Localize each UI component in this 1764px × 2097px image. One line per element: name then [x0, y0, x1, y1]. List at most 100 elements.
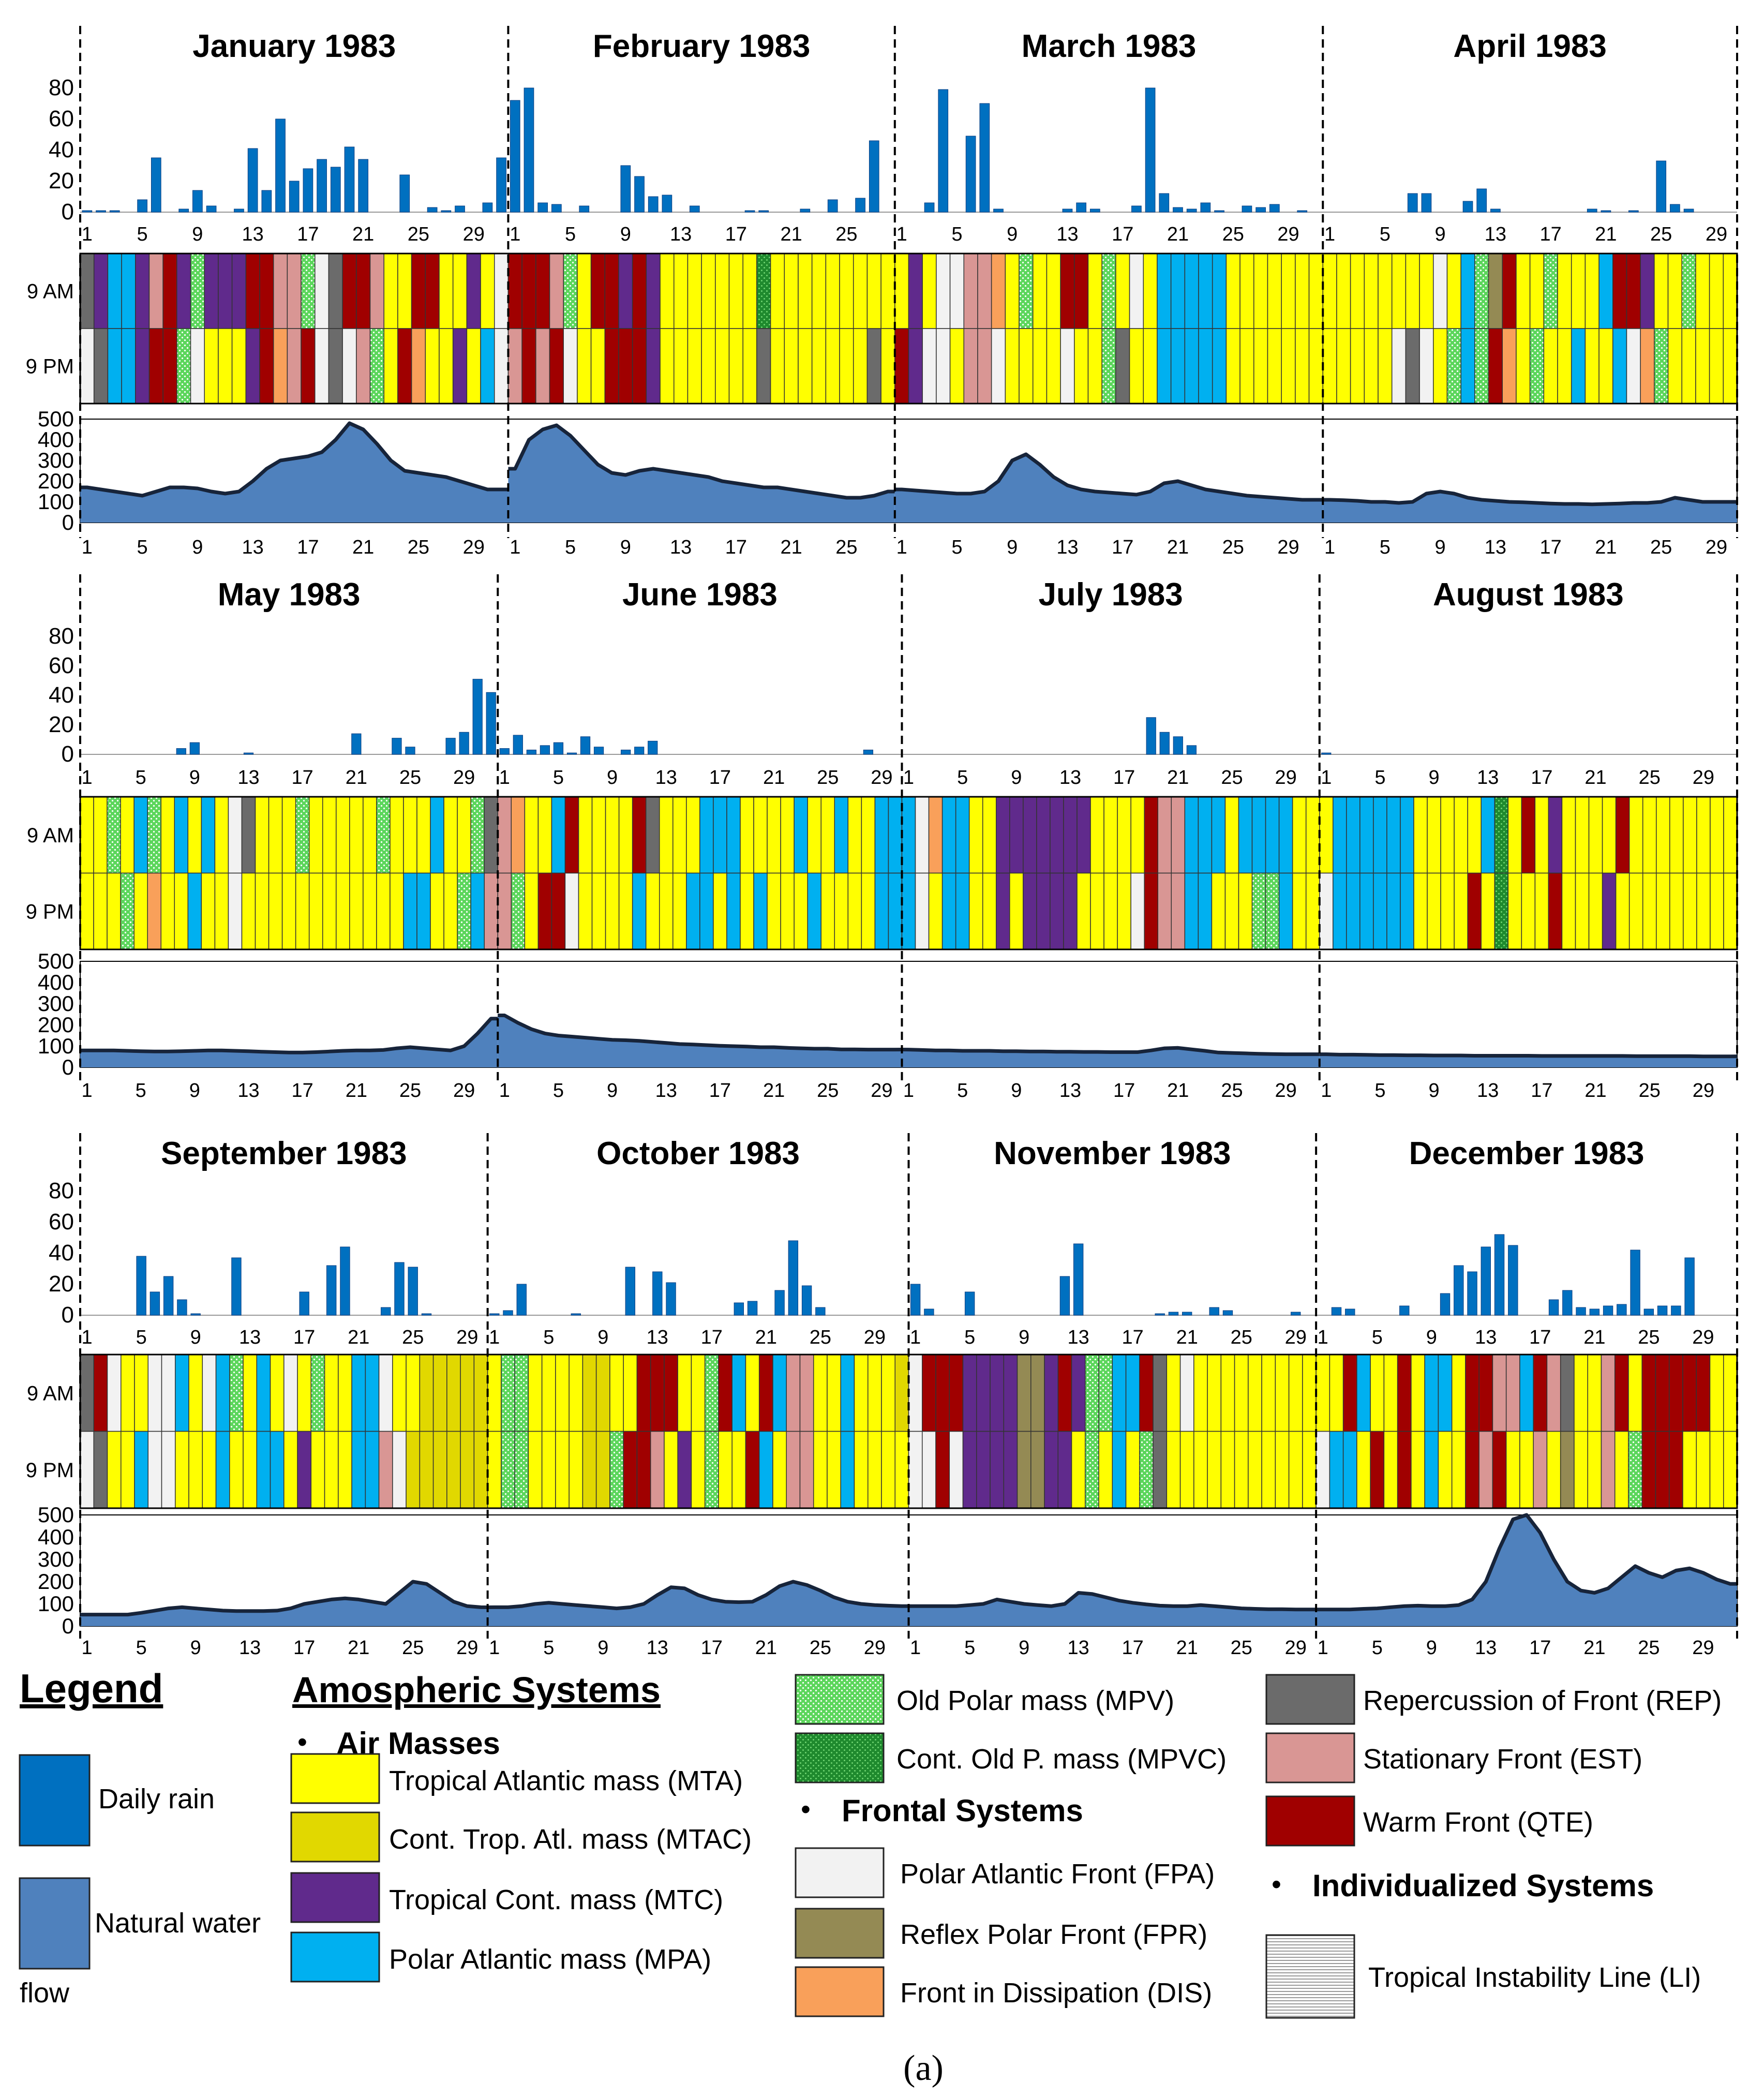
system-cell-pm [1308, 328, 1324, 404]
system-cell-pm [753, 872, 768, 950]
system-cell-am [356, 253, 371, 329]
system-cell-am [699, 796, 714, 874]
system-cell-pm [1601, 1431, 1616, 1509]
rain-bar [516, 1284, 527, 1316]
day-tick-label: 1 [489, 1637, 500, 1659]
day-tick-label: 5 [565, 224, 576, 245]
system-cell-pm [162, 328, 177, 404]
system-cell-pm [93, 328, 109, 404]
rain-bar [869, 140, 879, 213]
system-cell-pm [659, 872, 674, 950]
system-cell-am [949, 1354, 964, 1432]
system-cell-pm [713, 872, 727, 950]
rain-bar [482, 202, 493, 213]
rain-bar [1186, 745, 1197, 755]
system-cell-pm [1157, 872, 1172, 950]
daily-rain-label: Daily rain [98, 1783, 215, 1815]
system-cell-am [1626, 253, 1641, 329]
day-tick-label: 29 [1693, 767, 1714, 789]
rain-axis-tick: 80 [49, 1178, 74, 1203]
system-cell-pm [1628, 872, 1643, 950]
system-cell-pm [990, 1431, 1005, 1509]
atmospheric-systems-title: Amospheric Systems [292, 1670, 661, 1710]
system-cell-pm [1125, 1431, 1140, 1509]
system-cell-am [1129, 253, 1144, 329]
day-tick-label: 5 [1372, 1637, 1383, 1659]
system-cell-am [273, 253, 288, 329]
system-cell-am [1359, 796, 1374, 874]
system-cell-am [1669, 796, 1684, 874]
system-cell-am [767, 796, 781, 874]
rain-bar [1321, 752, 1332, 755]
system-cell-pm [1626, 328, 1641, 404]
system-cell-am [411, 253, 426, 329]
system-cell-pm [908, 328, 923, 404]
system-cell-am [1640, 253, 1655, 329]
system-cell-am [1454, 796, 1468, 874]
day-tick-label: 13 [1475, 1327, 1497, 1348]
day-tick-label: 29 [1285, 1327, 1307, 1348]
system-cell-am [460, 1354, 475, 1432]
rain-bar [1159, 193, 1170, 213]
system-cell-am [659, 796, 674, 874]
system-cell-pm [677, 1431, 692, 1509]
system-cell-pm [827, 1431, 841, 1509]
system-cell-pm [241, 872, 256, 950]
system-cell-pm [686, 872, 700, 950]
day-tick-label: 1 [510, 224, 520, 245]
day-tick-label: 9 [192, 537, 203, 558]
day-tick-label: 29 [1693, 1080, 1714, 1102]
day-tick-label: 29 [456, 1637, 478, 1659]
system-cell-pm [1184, 328, 1199, 404]
rain-bar [580, 736, 591, 755]
system-cell-am [218, 253, 233, 329]
system-cell-pm [1295, 328, 1310, 404]
system-cell-am [840, 1354, 855, 1432]
system-cell-pm [1669, 872, 1684, 950]
day-tick-label: 5 [957, 1080, 968, 1102]
rain-bar [1222, 1310, 1233, 1316]
system-cell-pm [134, 1431, 149, 1509]
system-cell-pm [356, 328, 371, 404]
system-cell-am [310, 1354, 325, 1432]
rain-bar [151, 157, 161, 213]
system-cell-am [784, 253, 799, 329]
rain-bar [666, 1282, 676, 1316]
system-cell-pm [1683, 872, 1697, 950]
system-cell-pm [1288, 1431, 1303, 1509]
day-tick-label: 5 [553, 1080, 564, 1102]
rain-axis-tick: 0 [62, 1302, 74, 1328]
day-tick-label: 21 [352, 537, 374, 558]
system-cell-pm [1696, 1431, 1711, 1509]
rain-bar [1490, 209, 1501, 213]
legend-label-li: Tropical Instability Line (LI) [1368, 1962, 1701, 1993]
system-cell-pm [419, 1431, 434, 1509]
system-cell-am [1251, 796, 1266, 874]
day-tick-label: 5 [543, 1637, 554, 1659]
rain-bar [163, 1276, 174, 1316]
system-cell-am [259, 253, 274, 329]
system-cell-am [473, 1354, 488, 1432]
month-6: June 1983 1 1 5 5 9 9 13 13 17 17 21 21 25 25 29 29 [497, 577, 903, 1102]
system-cell-pm [691, 1431, 706, 1509]
system-cell-am [839, 253, 854, 329]
system-cell-am [880, 253, 895, 329]
system-cell-am [1709, 1354, 1724, 1432]
frontal-systems-heading: Frontal Systems [842, 1793, 1083, 1828]
system-cell-am [894, 1354, 909, 1432]
individualized-systems-heading: Individualized Systems [1312, 1868, 1654, 1903]
rain-bar [326, 1265, 337, 1316]
legend-swatch-rep [1265, 1674, 1355, 1725]
system-cell-pm [577, 328, 592, 404]
day-tick-label: 29 [1706, 224, 1727, 245]
system-cell-am [1587, 1354, 1602, 1432]
system-cell-am [1440, 796, 1455, 874]
system-cell-am [1574, 1354, 1588, 1432]
system-cell-am [439, 253, 454, 329]
day-tick-label: 21 [1584, 1080, 1606, 1102]
flow-area [498, 1015, 902, 1067]
rain-bar [472, 679, 483, 755]
rain-axis-tick: 80 [49, 623, 74, 649]
system-cell-pm [1281, 328, 1296, 404]
system-cell-am [432, 1354, 447, 1432]
